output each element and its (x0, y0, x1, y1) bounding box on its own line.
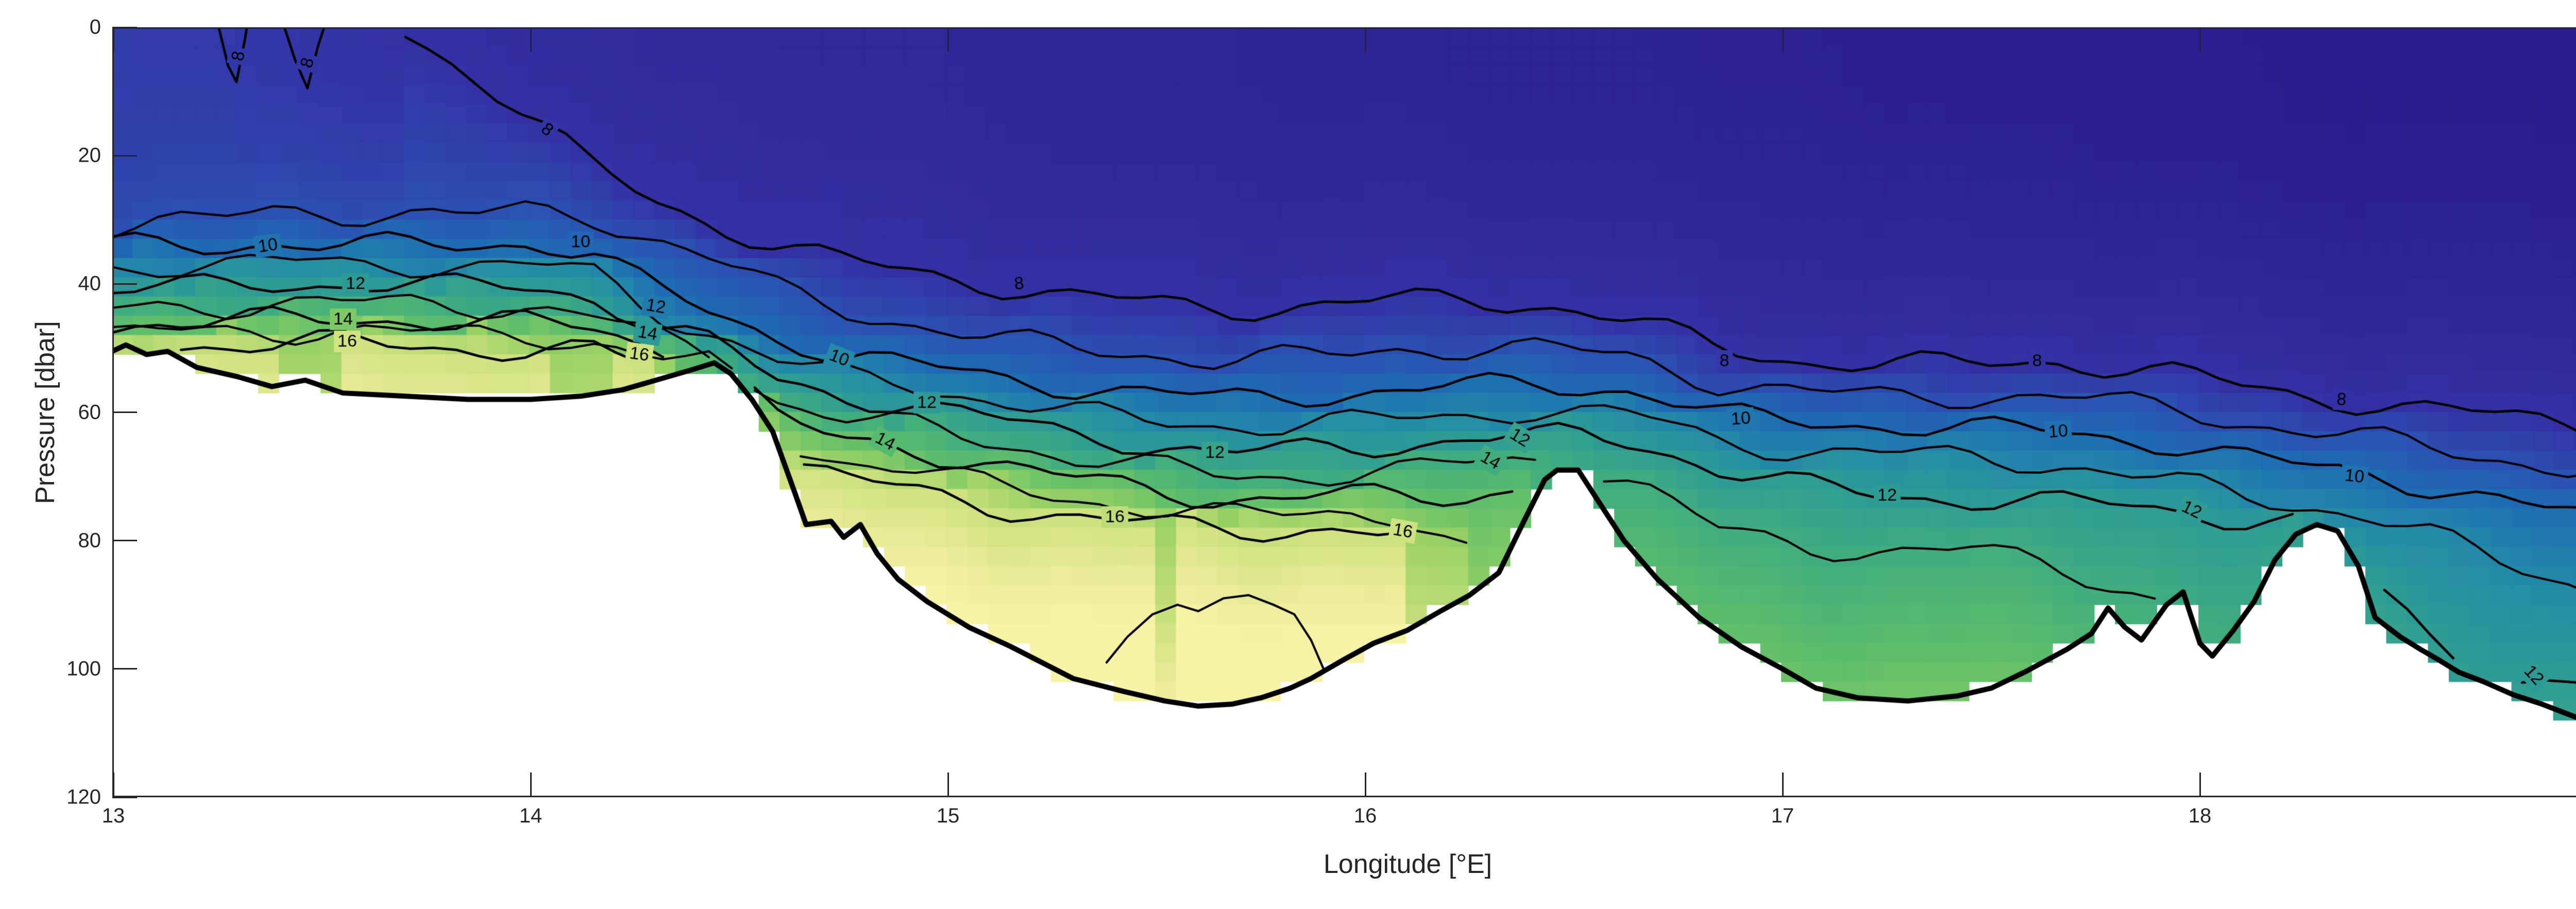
x-tick-label: 18 (2188, 804, 2212, 827)
y-tick-mark (112, 26, 137, 28)
x-tick-mark-top (947, 27, 949, 52)
y-tick-label: 20 (78, 144, 101, 167)
x-tick-mark (1364, 773, 1366, 797)
x-tick-label: 17 (1771, 804, 1794, 827)
y-tick-mark (112, 796, 137, 798)
y-tick-mark (112, 155, 137, 157)
x-axis-title: Longitude [°E] (1323, 849, 1493, 879)
y-tick-mark (112, 668, 137, 670)
y-tick-label: 80 (78, 529, 101, 552)
y-tick-label: 60 (78, 401, 101, 423)
y-tick-mark (112, 411, 137, 413)
y-tick-label: 0 (89, 15, 101, 39)
x-tick-mark (112, 773, 114, 797)
y-tick-mark (112, 540, 137, 542)
x-tick-mark (530, 773, 532, 797)
y-tick-label: 40 (78, 272, 101, 295)
y-tick-mark (112, 283, 137, 285)
x-tick-label: 14 (519, 804, 543, 827)
x-tick-mark (2199, 773, 2201, 797)
x-tick-mark-top (112, 27, 114, 52)
x-tick-mark (947, 773, 949, 797)
x-tick-label: 15 (936, 804, 960, 827)
x-tick-mark-top (1782, 27, 1784, 52)
x-tick-label: 13 (101, 804, 125, 827)
y-tick-label: 100 (66, 657, 101, 680)
x-tick-mark-top (530, 27, 532, 52)
x-tick-label: 16 (1353, 804, 1377, 827)
x-tick-mark-top (1364, 27, 1366, 52)
x-tick-mark (1782, 773, 1784, 797)
y-axis-title: Pressure [dbar] (30, 320, 60, 504)
y-tick-label: 120 (66, 785, 101, 809)
x-tick-mark-top (2199, 27, 2201, 52)
